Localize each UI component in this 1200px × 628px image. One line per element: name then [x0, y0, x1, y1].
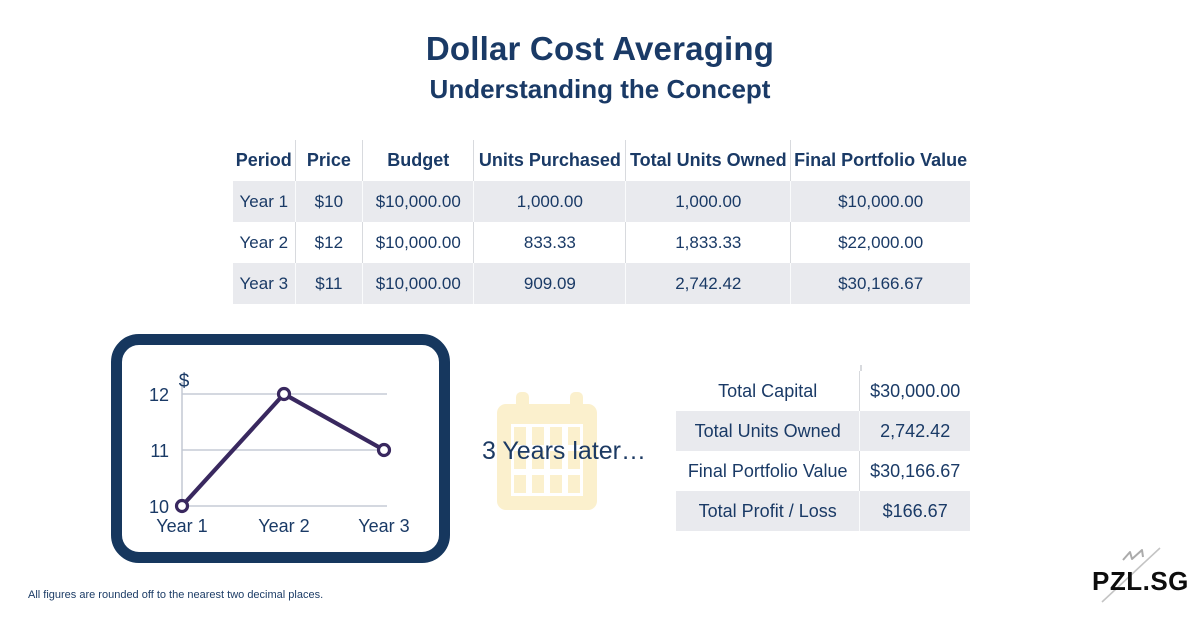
data-point-0 — [174, 498, 190, 514]
summary-label: Total Units Owned — [694, 420, 841, 441]
data-point-2 — [376, 442, 392, 458]
col-header-price: Price — [294, 140, 363, 181]
col-header-period: Period — [235, 150, 292, 170]
page-title: Dollar Cost Averaging — [425, 30, 775, 67]
cell: 1,000.00 — [625, 181, 790, 222]
summary-value: $30,166.67 — [859, 451, 970, 491]
cell: $11 — [294, 263, 363, 304]
col-header-total-units-owned: Total Units Owned — [625, 140, 790, 181]
cell: 1,000.00 — [473, 181, 625, 222]
cell: $10,000.00 — [362, 181, 473, 222]
cell: $10,000.00 — [362, 222, 473, 263]
price-chart: 12 11 10 $ Year 1 Year 2 Year 3 — [149, 371, 410, 536]
y-tick-11: 11 — [150, 441, 169, 461]
calendar-grid — [511, 424, 583, 496]
summary-value: 2,742.42 — [859, 411, 970, 451]
col-header-units-purchased: Units Purchased — [473, 140, 625, 181]
cell: $22,000.00 — [790, 222, 970, 263]
summary-label: Total Capital — [718, 380, 818, 401]
data-point-1 — [276, 386, 292, 402]
y-axis-label: $ — [179, 371, 190, 392]
table-row-year2: Year 2 $12 $10,000.00 833.33 1,833.33 $2… — [233, 222, 970, 263]
summary-label: Final Portfolio Value — [687, 460, 848, 481]
summary-row-total-capital: Total Capital $30,000.00 — [676, 371, 970, 411]
y-tick-10: 10 — [149, 497, 169, 517]
summary-row-total-units: Total Units Owned 2,742.42 — [676, 411, 970, 451]
x-label-year1: Year 1 — [156, 516, 207, 536]
col-header-budget: Budget — [362, 140, 473, 181]
cell: 909.09 — [473, 263, 625, 304]
cell: 1,833.33 — [625, 222, 790, 263]
table-row-year3: Year 3 $11 $10,000.00 909.09 2,742.42 $3… — [233, 263, 970, 304]
cell: Year 2 — [239, 232, 289, 252]
summary-divider-stub — [860, 365, 862, 371]
cell: Year 1 — [239, 191, 289, 211]
table-row-year1: Year 1 $10 $10,000.00 1,000.00 1,000.00 … — [233, 181, 970, 222]
tablet-frame: 12 11 10 $ Year 1 Year 2 Year 3 — [111, 334, 450, 563]
pzl-sg-logo: PZL.SG — [1092, 566, 1189, 596]
cell: Year 3 — [239, 273, 289, 293]
signature-swoosh-icon — [1101, 547, 1161, 603]
dca-table-header-row: Period Price Budget Units Purchased Tota… — [233, 140, 970, 181]
summary-label: Total Profit / Loss — [698, 500, 837, 521]
summary-value: $166.67 — [859, 491, 970, 531]
cell: 833.33 — [473, 222, 625, 263]
cell: $10,000.00 — [790, 181, 970, 222]
summary-row-final-value: Final Portfolio Value $30,166.67 — [676, 451, 970, 491]
summary-value: $30,000.00 — [859, 371, 970, 411]
years-later-label: 3 Years later… — [482, 437, 646, 465]
summary-row-profit-loss: Total Profit / Loss $166.67 — [676, 491, 970, 531]
col-header-final-portfolio-value: Final Portfolio Value — [790, 140, 970, 181]
cell: $10 — [294, 181, 363, 222]
cell: $10,000.00 — [362, 263, 473, 304]
footnote: All figures are rounded off to the neare… — [28, 589, 324, 601]
y-tick-12: 12 — [149, 385, 169, 405]
x-label-year3: Year 3 — [358, 516, 409, 536]
cell: $12 — [294, 222, 363, 263]
cell: 2,742.42 — [625, 263, 790, 304]
calendar-icon — [497, 392, 597, 510]
page-subtitle: Understanding the Concept — [429, 74, 771, 104]
x-label-year2: Year 2 — [258, 516, 309, 536]
summary-table: Total Capital $30,000.00 Total Units Own… — [676, 371, 970, 531]
cell: $30,166.67 — [790, 263, 970, 304]
dca-table: Period Price Budget Units Purchased Tota… — [233, 140, 970, 304]
